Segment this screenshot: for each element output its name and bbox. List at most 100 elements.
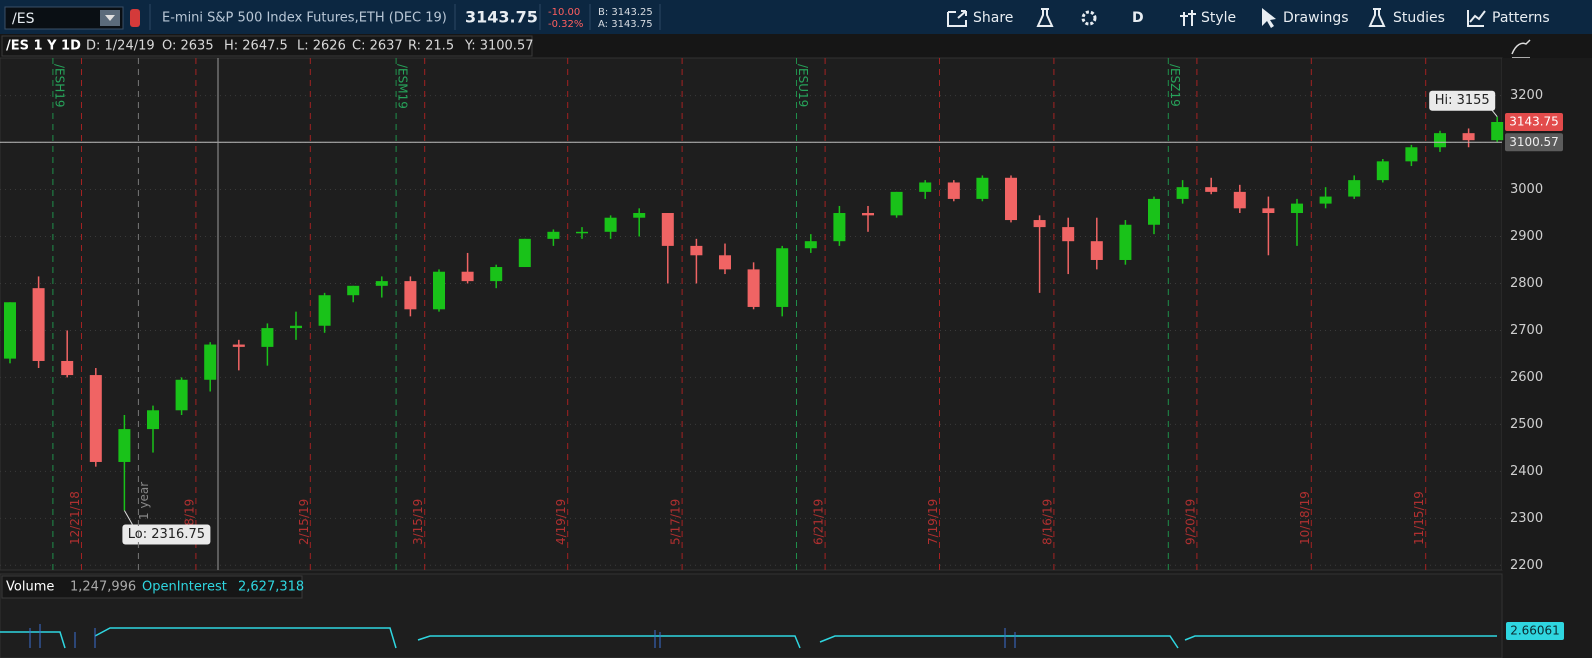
open-interest-line: [0, 627, 1497, 649]
candle-body: [604, 217, 617, 232]
candle-body: [1462, 133, 1475, 141]
candle-body: [433, 271, 445, 310]
candle-body: [318, 295, 331, 326]
period-label: 1 year: [137, 482, 151, 520]
crosshair-badge: [1505, 133, 1563, 152]
patterns-icon[interactable]: [1467, 10, 1486, 27]
crosshair-price: 3100.57: [1509, 135, 1559, 149]
studies-icon[interactable]: [1368, 8, 1386, 27]
alert-icon[interactable]: [130, 9, 140, 27]
candle-body: [719, 255, 731, 270]
last-price-badge: [1505, 113, 1563, 131]
candle-body: [776, 248, 789, 307]
candle-body: [347, 285, 360, 296]
share-icon[interactable]: [947, 10, 967, 27]
aggregation-button[interactable]: D: [1132, 10, 1144, 26]
symbol-box[interactable]: [4, 6, 124, 30]
candle-body: [404, 281, 417, 310]
style-button[interactable]: Style: [1201, 10, 1236, 26]
high-annotation: Hi: 3155: [1435, 93, 1490, 108]
contract-roll-label: /ESH19: [52, 64, 66, 108]
x-tick-label: 9/20/19: [1183, 499, 1197, 545]
x-tick-label: 4/19/19: [554, 499, 568, 545]
ask: A: 3143.75: [598, 19, 653, 30]
candle-body: [261, 328, 274, 347]
x-tick-label: 10/18/19: [1298, 491, 1312, 545]
candle-body: [518, 238, 531, 268]
patterns-button[interactable]: Patterns: [1492, 10, 1550, 26]
flask-icon[interactable]: [1036, 8, 1054, 27]
x-tick-label: 8/16/19: [1040, 499, 1054, 545]
volume-label: Volume: [6, 580, 54, 595]
x-tick-label: 12/21/18: [68, 491, 82, 545]
low-pointer: [123, 510, 133, 525]
studies-button[interactable]: Studies: [1393, 10, 1445, 26]
y-tick-label: 2400: [1510, 464, 1543, 479]
candle-body: [147, 410, 159, 430]
candle-body: [375, 281, 388, 286]
oi-badge: [1506, 622, 1564, 640]
candle-body: [1262, 208, 1275, 214]
candle-body: [947, 182, 960, 199]
drawings-icon[interactable]: [1262, 8, 1276, 28]
candle-body: [1491, 122, 1504, 141]
contract-roll-label: /ESU19: [796, 64, 810, 107]
contract-roll-label: /ESM19: [396, 64, 410, 109]
candle-body: [547, 231, 560, 239]
candle-body: [1005, 177, 1017, 221]
candle-body: [89, 375, 102, 462]
candle-body: [747, 269, 760, 307]
oi-label: OpenInterest: [142, 580, 227, 595]
dropdown-arrow: [105, 15, 115, 21]
chart-id: /ES 1 Y 1D: [6, 39, 81, 54]
change-percent: -0.32%: [548, 19, 583, 30]
candle-body: [633, 213, 646, 218]
x-tick-label: 7/19/19: [926, 499, 940, 545]
share-button[interactable]: Share: [973, 10, 1013, 26]
candle-body: [232, 344, 245, 347]
candle-body: [1319, 196, 1332, 204]
change: -10.00: [548, 7, 580, 18]
style-icon[interactable]: [1180, 10, 1196, 26]
bid: B: 3143.25: [598, 7, 653, 18]
candle-body: [1233, 191, 1246, 209]
candle-body: [1176, 187, 1189, 199]
candle-body: [976, 177, 989, 199]
info-box: [1, 35, 533, 57]
y-tick-label: 2600: [1510, 370, 1543, 385]
y-tick-label: 3200: [1510, 88, 1543, 103]
last-price: 3143.75: [1509, 115, 1559, 129]
drawings-button[interactable]: Drawings: [1283, 10, 1349, 26]
info-low: L: 2626: [297, 39, 346, 54]
candle-body: [1062, 227, 1075, 242]
price-pane: [0, 57, 1503, 571]
candle-body: [862, 213, 874, 216]
oi-badge-text: 2.66061: [1510, 624, 1560, 638]
candle-body: [576, 231, 588, 234]
x-tick-label: 11/15/19: [1412, 491, 1426, 545]
last-price: 3143.75: [465, 8, 538, 27]
candle-body: [1434, 133, 1446, 148]
y-tick-label: 2900: [1510, 229, 1543, 244]
y-tick-label: 2700: [1510, 323, 1543, 338]
toolbar: [0, 0, 1592, 34]
volume-value: 1,247,996: [70, 580, 136, 595]
low-annotation-box: [122, 524, 211, 545]
candle-body: [1205, 187, 1218, 192]
info-bar: [0, 34, 1592, 58]
candle-body: [1033, 220, 1046, 228]
symbol[interactable]: /ES: [12, 11, 35, 27]
settings-icon[interactable]: [1081, 10, 1097, 26]
price-chart: 2200 2300 2400 2500 2600 2700 2800 2900 3000 3100…: [0, 58, 1563, 573]
candle-body: [4, 302, 16, 359]
candle-body: [290, 325, 302, 329]
y-tick-label: 2300: [1510, 511, 1543, 526]
candle-body: [32, 288, 45, 361]
info-y: Y: 3100.57: [464, 39, 534, 54]
x-tick-label: 5/17/19: [669, 499, 683, 545]
candle-body: [118, 429, 131, 462]
candle-body: [461, 271, 474, 282]
x-tick-label: 3/15/19: [411, 499, 425, 545]
high-annotation-box: [1429, 90, 1496, 111]
